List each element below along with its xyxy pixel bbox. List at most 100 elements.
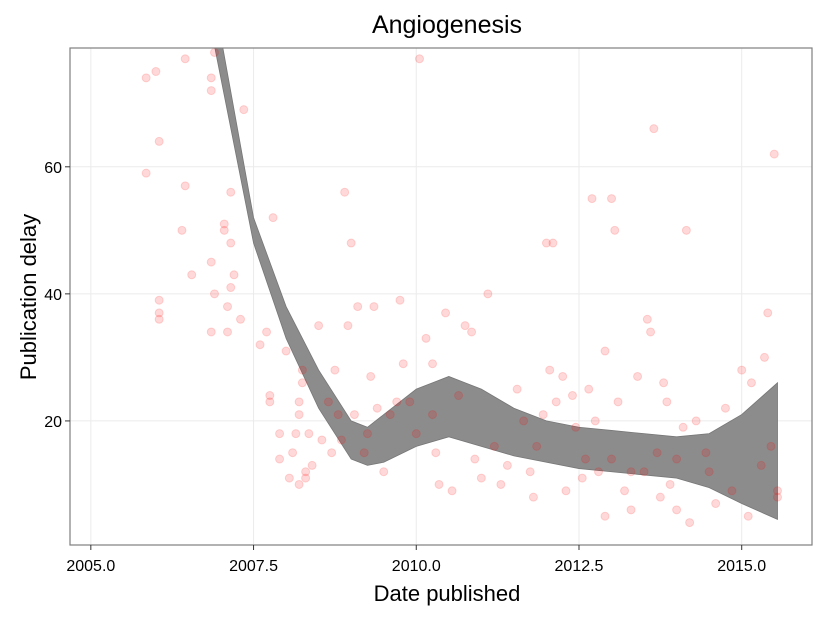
point (763, 308, 773, 318)
point (301, 473, 311, 483)
point (223, 302, 233, 312)
point (678, 422, 688, 432)
point (431, 448, 441, 458)
point (265, 397, 275, 407)
point (727, 486, 737, 496)
point (538, 410, 548, 420)
point (206, 86, 216, 96)
point (353, 302, 363, 312)
point (379, 467, 389, 477)
point (307, 460, 317, 470)
point (340, 187, 350, 197)
point (275, 454, 285, 464)
point (548, 238, 558, 248)
point (737, 365, 747, 375)
point (288, 448, 298, 458)
x-tick-label: 2005.0 (66, 558, 115, 575)
point (607, 194, 617, 204)
point (470, 454, 480, 464)
point (434, 479, 444, 489)
point (681, 225, 691, 235)
point (610, 225, 620, 235)
point (633, 371, 643, 381)
point (773, 492, 783, 502)
point (385, 410, 395, 420)
point (525, 467, 535, 477)
point (496, 479, 506, 489)
point (206, 327, 216, 337)
point (590, 416, 600, 426)
point (600, 346, 610, 356)
point (460, 321, 470, 331)
point (652, 448, 662, 458)
point (180, 54, 190, 64)
point (301, 467, 311, 477)
point (343, 321, 353, 331)
point (642, 314, 652, 324)
point (209, 48, 219, 57)
y-tick-label: 20 (44, 414, 62, 431)
point (229, 270, 239, 280)
point (219, 219, 229, 229)
point (262, 327, 272, 337)
point (154, 314, 164, 324)
point (577, 473, 587, 483)
point (284, 473, 294, 483)
point (759, 352, 769, 362)
x-tick-label: 2010.0 (392, 558, 441, 575)
point (512, 384, 522, 394)
point (415, 54, 425, 64)
y-tick-label: 60 (44, 160, 62, 177)
point (720, 403, 730, 413)
point (594, 467, 604, 477)
point (180, 181, 190, 191)
smooth-ribbon (214, 48, 778, 521)
point (314, 321, 324, 331)
point (141, 73, 151, 83)
point (476, 473, 486, 483)
point (291, 429, 301, 439)
point (323, 397, 333, 407)
point (226, 187, 236, 197)
point (297, 378, 307, 388)
point (571, 422, 581, 432)
point (558, 371, 568, 381)
point (691, 416, 701, 426)
point (359, 448, 369, 458)
point (672, 454, 682, 464)
point (685, 518, 695, 528)
point (398, 359, 408, 369)
point (646, 327, 656, 337)
point (626, 467, 636, 477)
point (268, 213, 278, 223)
point (756, 460, 766, 470)
point (333, 410, 343, 420)
point (519, 416, 529, 426)
point (327, 448, 337, 458)
point (209, 289, 219, 299)
point (151, 67, 161, 77)
point (620, 486, 630, 496)
chart-title: Angiogenesis (372, 11, 522, 39)
point (294, 397, 304, 407)
x-axis-label: Date published (374, 581, 521, 606)
point (362, 429, 372, 439)
point (297, 365, 307, 375)
point (447, 486, 457, 496)
point (255, 340, 265, 350)
point (528, 492, 538, 502)
point (545, 365, 555, 375)
point (349, 410, 359, 420)
point (372, 403, 382, 413)
point (773, 486, 783, 496)
point (154, 295, 164, 305)
point (236, 314, 246, 324)
point (766, 441, 776, 451)
point (428, 410, 438, 420)
point (541, 238, 551, 248)
point (226, 238, 236, 248)
point (154, 136, 164, 146)
point (281, 346, 291, 356)
point (659, 378, 669, 388)
point (392, 397, 402, 407)
